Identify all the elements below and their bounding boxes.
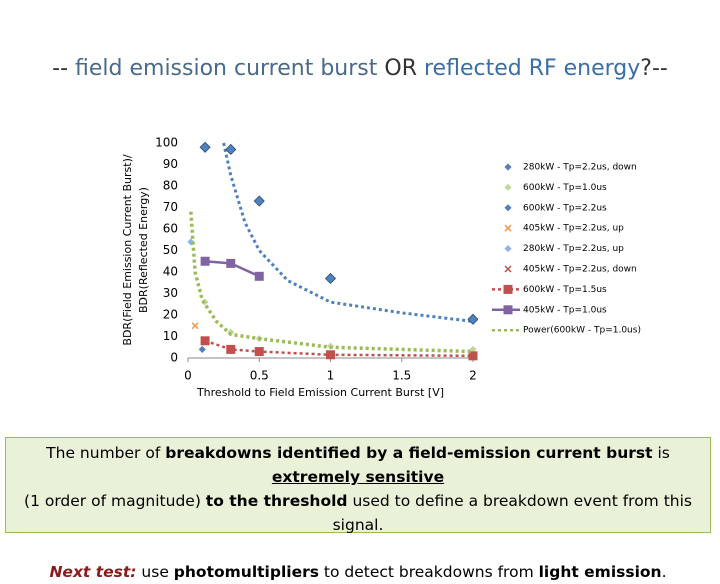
slide: -- field emission current burst OR refle… <box>0 56 720 581</box>
note-run: . <box>661 563 667 581</box>
point <box>254 271 264 281</box>
legend-label: 405kW - Tp=2.2us, up <box>523 224 624 234</box>
y-axis-label: BDR(Field Emission Current Burst)/ <box>121 154 134 345</box>
point <box>199 141 211 153</box>
series <box>189 211 474 354</box>
note-run: photomultipliers <box>173 563 319 581</box>
point <box>467 313 478 325</box>
series <box>199 141 478 325</box>
legend-label: 600kW - Tp=2.2us <box>523 203 607 213</box>
series <box>191 322 199 330</box>
series <box>198 345 206 353</box>
title-part: reflected RF energy <box>423 56 641 81</box>
point <box>225 143 237 156</box>
series <box>201 298 477 353</box>
note-line: (1 order of magnitude) to the threshold … <box>6 489 710 537</box>
note-run: (1 order of magnitude) <box>24 492 206 510</box>
trend-line <box>222 142 474 323</box>
chart: 0 10 20 30 40 50 60 70 80 90 100 0 0.5 1 1.5 2 Threshold… <box>121 136 641 400</box>
series <box>200 336 478 361</box>
point <box>226 258 236 268</box>
series-line <box>204 339 474 358</box>
x-tick-label: 2 <box>469 369 477 383</box>
legend-label: 405kW - Tp=2.2us, down <box>523 265 637 275</box>
y-axis-label: BDR(Reflected Energy) <box>137 187 150 313</box>
y-tick-label: 100 <box>155 136 178 150</box>
legend-marker <box>504 204 512 212</box>
y-tick-label: 90 <box>163 157 178 171</box>
point <box>254 347 264 357</box>
note-run: The number of <box>46 444 166 462</box>
point <box>253 195 265 207</box>
x-axis-label: Threshold to Field Emission Current Burs… <box>196 386 444 399</box>
note-run: use <box>136 563 174 581</box>
series <box>200 256 264 281</box>
y-tick-label: 50 <box>163 243 178 257</box>
note-line: Next test: use photomultipliers to detec… <box>6 560 710 584</box>
legend-label: 600kW - Tp=1.0us <box>523 183 607 193</box>
series-line <box>189 211 474 354</box>
legend-marker <box>504 245 512 253</box>
point <box>200 336 210 346</box>
y-tick-label: 80 <box>163 179 178 193</box>
point <box>324 272 337 285</box>
legend-marker <box>504 183 512 191</box>
note-run: extremely sensitive <box>271 468 445 486</box>
title-part: OR <box>377 56 424 81</box>
note-run: to detect breakdowns from <box>318 563 539 581</box>
point <box>200 256 210 266</box>
title-part: ?-- <box>640 56 668 81</box>
x-tick-label: 1.5 <box>392 369 411 383</box>
x-tick-label: 1 <box>327 369 335 383</box>
y-tick-label: 60 <box>163 222 178 236</box>
note-box: The number of breakdowns identified by a… <box>5 437 711 581</box>
y-tick-label: 30 <box>163 286 178 300</box>
note-run: Next test: <box>49 563 137 581</box>
legend-marker <box>503 305 513 315</box>
x-tick-label: 0.5 <box>250 369 269 383</box>
legend-label: 280kW - Tp=2.2us, down <box>523 163 637 173</box>
y-tick-label: 40 <box>163 265 178 279</box>
title-part: -- <box>52 56 76 81</box>
y-tick-label: 10 <box>163 329 178 343</box>
legend-label: 280kW - Tp=2.2us, up <box>523 244 624 254</box>
legend-marker <box>504 224 512 232</box>
note-run: used to define a breakdown event from th… <box>332 492 692 534</box>
note-run: light emission <box>538 563 662 581</box>
legend-label: 405kW - Tp=1.0us <box>523 305 607 315</box>
note-run: to the threshold <box>205 492 348 510</box>
slide-title: -- field emission current burst OR refle… <box>0 56 720 81</box>
point <box>198 345 206 353</box>
point <box>191 322 199 330</box>
legend-marker <box>504 265 512 273</box>
y-tick-label: 20 <box>163 308 178 322</box>
point <box>468 351 478 361</box>
legend-marker <box>504 163 512 171</box>
title-part: field emission current burst <box>75 56 378 81</box>
legend-marker <box>503 284 513 294</box>
y-tick-label: 70 <box>163 200 178 214</box>
point <box>226 344 236 354</box>
y-tick-label: 0 <box>170 351 178 365</box>
legend-label: Power(600kW - Tp=1.0us) <box>523 326 641 336</box>
note-run: breakdowns identified by a field-emissio… <box>165 444 653 462</box>
point <box>326 350 335 360</box>
x-tick-label: 0 <box>184 369 192 383</box>
legend-label: 600kW - Tp=1.5us <box>523 285 607 295</box>
note-run: is <box>652 444 670 462</box>
note-line: The number of breakdowns identified by a… <box>6 441 710 489</box>
